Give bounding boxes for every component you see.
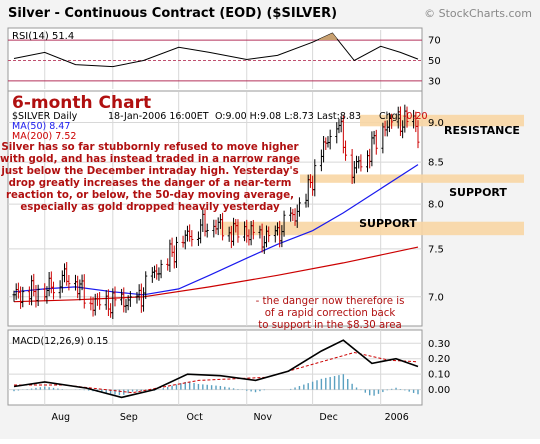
- danger-note: - the danger now therefore is of a rapid…: [256, 296, 405, 331]
- macd-y-tick-label: 0.10: [428, 370, 450, 381]
- rsi-label: RSI(14) 51.4: [12, 31, 74, 42]
- macd-line: [13, 339, 419, 399]
- ma200-line: [13, 246, 419, 303]
- price-y-tick-label: 9.0: [428, 118, 444, 129]
- macd-y-tick-label: 0.30: [428, 339, 450, 350]
- price-y-tick-label: 7.0: [428, 292, 444, 303]
- commentary-line: drop greatly increases the danger of a n…: [9, 178, 292, 189]
- chart-title: Silver - Continuous Contract (EOD) ($SIL…: [8, 6, 337, 21]
- ma200-label: MA(200) 7.52: [12, 131, 76, 142]
- support-upper-label: SUPPORT: [449, 186, 507, 199]
- price-date: 18-Jan-2006 16:00ET: [108, 111, 209, 122]
- price-chg-label: Chg:: [379, 111, 401, 122]
- x-tick-label: 2006: [385, 412, 409, 423]
- rsi-y-tick-label: 30: [428, 76, 441, 87]
- commentary-line: with gold, and has instead traded in a n…: [0, 154, 300, 165]
- rsi-y-tick-label: 50: [428, 56, 441, 67]
- macd-y-tick-label: 0.20: [428, 354, 450, 365]
- symbol-line: $SILVER Daily: [12, 111, 78, 122]
- rsi-overbought-fill: [319, 33, 337, 41]
- macd-label: MACD(12,26,9) 0.15: [12, 336, 108, 347]
- price-y-tick-label: 7.5: [428, 244, 444, 255]
- price-y-tick-label: 8.0: [428, 200, 444, 211]
- x-tick-label: Dec: [319, 412, 337, 423]
- macd-y-tick-label: 0.00: [428, 385, 450, 396]
- danger-note-line: of a rapid correction back: [265, 308, 396, 319]
- support-lower-label: SUPPORT: [359, 217, 417, 230]
- commentary-line: especially as gold dropped heavily yeste…: [20, 202, 280, 213]
- commentary: Silver has so far stubbornly refused to …: [0, 142, 300, 213]
- price-chg-value: -0.20: [403, 111, 428, 122]
- price-ohlc: O:9.00 H:9.08 L:8.73 Last:8.83: [215, 111, 361, 122]
- x-tick-label: Sep: [120, 412, 138, 423]
- danger-note-line: - the danger now therefore is: [256, 296, 405, 307]
- resistance-label: RESISTANCE: [444, 124, 520, 137]
- commentary-line: Silver has so far stubbornly refused to …: [1, 142, 298, 153]
- danger-note-line: to support in the $8.30 area: [258, 320, 401, 331]
- commentary-line: reaction to, or below, the 50-day moving…: [6, 190, 294, 201]
- price-zone: [300, 174, 524, 183]
- ma50-label: MA(50) 8.47: [12, 121, 70, 132]
- commentary-line: just below the December intraday high. Y…: [0, 166, 298, 177]
- macd-panel: [7, 329, 423, 406]
- price-zone: [220, 221, 524, 236]
- section-label: 6-month Chart: [12, 93, 151, 113]
- rsi-line: [13, 32, 419, 68]
- x-tick-label: Aug: [51, 412, 70, 423]
- price-zone: [360, 114, 524, 127]
- watermark[interactable]: © StockCharts.com: [424, 7, 532, 20]
- x-tick-label: Nov: [253, 412, 272, 423]
- rsi-y-tick-label: 70: [428, 36, 441, 47]
- x-tick-label: Oct: [186, 412, 203, 423]
- price-y-tick-label: 8.5: [428, 158, 444, 169]
